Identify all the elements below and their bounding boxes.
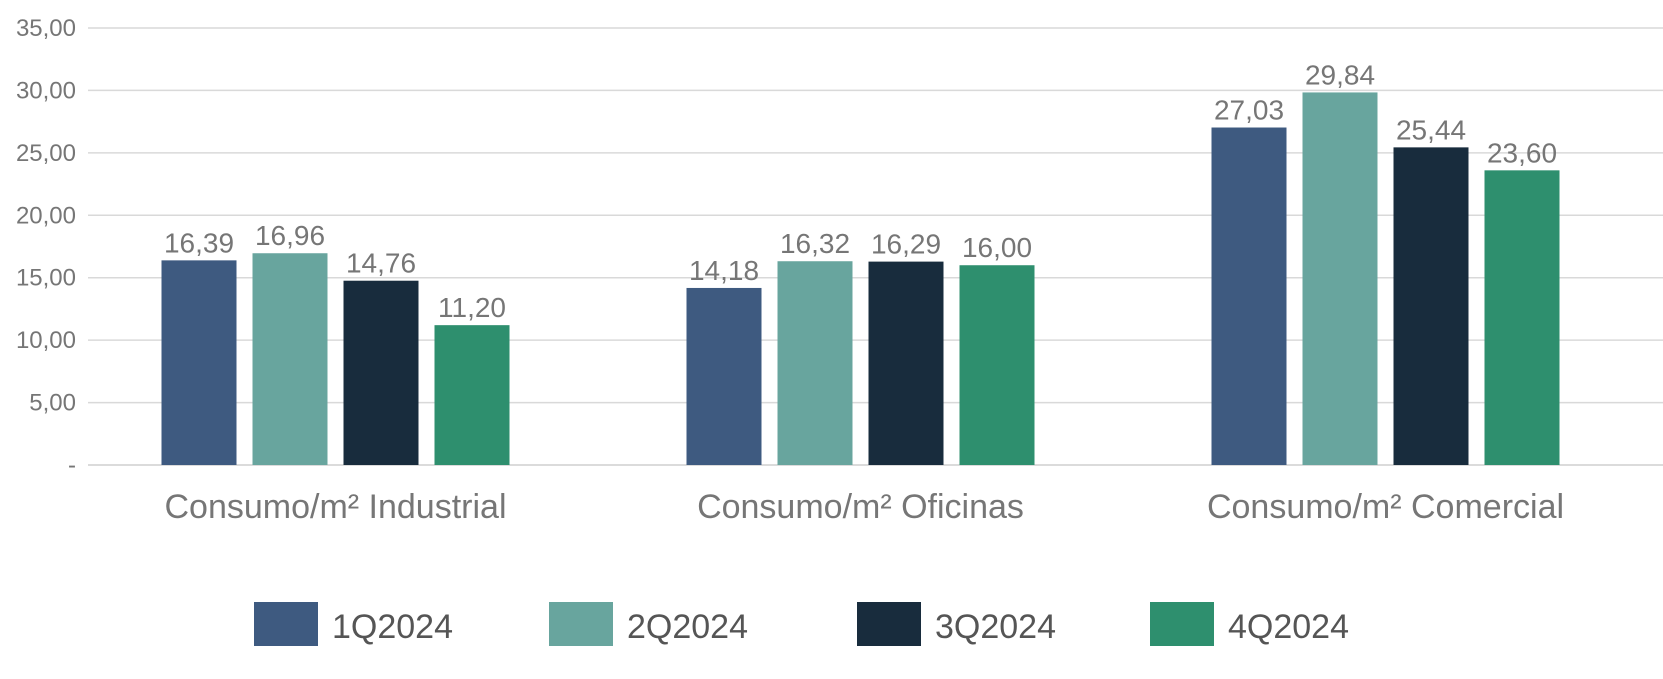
y-tick-label: -: [68, 452, 76, 479]
data-label: 16,32: [780, 228, 850, 259]
bar: [1393, 147, 1469, 465]
y-tick-label: 20,00: [16, 202, 76, 229]
legend-swatch: [857, 602, 921, 646]
data-label: 25,44: [1396, 114, 1466, 145]
bar: [868, 261, 944, 465]
legend-swatch: [254, 602, 318, 646]
legend: 1Q2024 2Q2024 3Q2024 4Q2024: [254, 602, 1349, 646]
y-tick-label: 15,00: [16, 265, 76, 292]
category-label: Consumo/m² Industrial: [164, 488, 506, 526]
data-labels: 16,39 16,96 14,76 11,20 14,18 16,32 16,29 16,00…: [164, 59, 1557, 323]
y-tick-label: 35,00: [16, 15, 76, 42]
data-label: 14,76: [346, 248, 416, 279]
data-label: 11,20: [438, 292, 506, 323]
bar: [686, 287, 762, 465]
legend-label: 3Q2024: [935, 608, 1056, 646]
y-tick-label: 30,00: [16, 77, 76, 104]
bar: [343, 280, 419, 465]
bar: [1484, 170, 1560, 465]
category-label: Consumo/m² Oficinas: [697, 488, 1024, 526]
legend-label: 4Q2024: [1228, 608, 1349, 646]
bar: [161, 260, 237, 465]
bar: [959, 265, 1035, 465]
bar: [434, 325, 510, 465]
data-label: 23,60: [1487, 137, 1557, 168]
data-label: 27,03: [1214, 95, 1284, 126]
legend-swatch: [1150, 602, 1214, 646]
data-label: 14,18: [689, 255, 759, 286]
y-tick-label: 5,00: [29, 390, 76, 417]
data-label: 16,00: [962, 232, 1032, 263]
y-tick-label: 10,00: [16, 327, 76, 354]
y-tick-label: 25,00: [16, 140, 76, 167]
category-label: Consumo/m² Comercial: [1207, 488, 1564, 526]
legend-swatch: [549, 602, 613, 646]
data-label: 16,96: [255, 220, 325, 251]
bar: [252, 253, 328, 465]
data-label: 29,84: [1305, 59, 1375, 90]
legend-label: 2Q2024: [627, 608, 748, 646]
data-label: 16,39: [164, 227, 234, 258]
bar: [1302, 92, 1378, 466]
legend-label: 1Q2024: [332, 608, 453, 646]
bars: [161, 92, 1560, 466]
category-labels: Consumo/m² Industrial Consumo/m² Oficinas…: [164, 488, 1564, 526]
y-axis-ticks: - 5,00 10,00 15,00 20,00 25,00 30,00 35,00: [16, 15, 76, 479]
bar: [1211, 127, 1287, 466]
bar: [777, 261, 853, 465]
data-label: 16,29: [871, 229, 941, 260]
